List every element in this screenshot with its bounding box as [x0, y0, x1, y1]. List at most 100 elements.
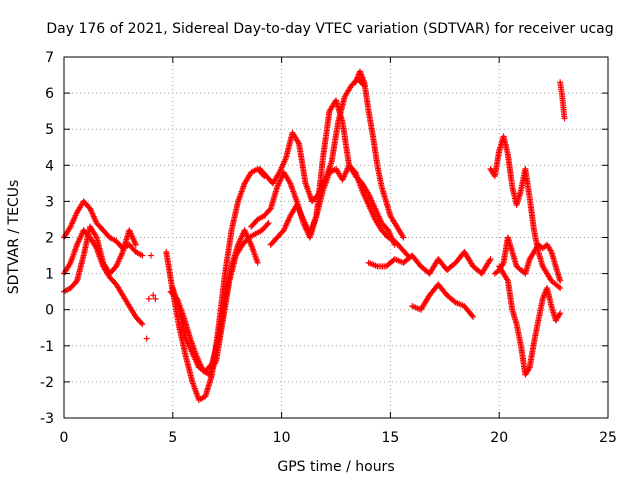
- y-tick-label: -3: [40, 411, 54, 427]
- track-marker: [250, 231, 257, 238]
- track-marker: [188, 377, 195, 384]
- track-marker: [111, 279, 118, 286]
- data-point: [148, 252, 155, 259]
- track-marker: [499, 261, 506, 268]
- y-tick-label: 2: [45, 231, 54, 247]
- track-marker: [137, 251, 144, 258]
- track-marker: [182, 333, 189, 340]
- track-marker: [552, 261, 559, 268]
- track-marker: [138, 319, 145, 326]
- track-marker: [416, 305, 423, 312]
- x-axis-label: GPS time / hours: [277, 459, 394, 475]
- track-marker: [264, 221, 271, 228]
- track-marker: [504, 276, 511, 283]
- track-marker: [84, 203, 91, 210]
- data-points: [61, 68, 568, 403]
- track-marker: [341, 95, 348, 102]
- track-marker: [265, 208, 272, 215]
- track-marker: [254, 258, 261, 265]
- track-marker: [495, 149, 502, 156]
- track-marker: [509, 305, 516, 312]
- track-marker: [119, 250, 126, 257]
- track-marker: [561, 113, 568, 120]
- track-marker: [424, 268, 431, 275]
- track-marker: [282, 156, 289, 163]
- track-marker: [403, 251, 410, 258]
- x-tick-label: 25: [599, 430, 617, 446]
- track-marker: [339, 117, 346, 124]
- track-marker: [175, 305, 182, 312]
- track-marker: [286, 178, 293, 185]
- track-marker: [530, 340, 537, 347]
- track-marker: [97, 224, 104, 231]
- track-marker: [441, 289, 448, 296]
- x-tick-label: 20: [490, 430, 508, 446]
- track-marker: [450, 297, 457, 304]
- track-marker: [272, 236, 279, 243]
- track-marker: [364, 200, 371, 207]
- track-marker: [319, 189, 326, 196]
- track-marker: [261, 170, 268, 177]
- track-marker: [525, 365, 532, 372]
- track-marker: [241, 181, 248, 188]
- track-marker: [234, 243, 241, 250]
- track-marker: [358, 185, 365, 192]
- data-point: [152, 295, 159, 302]
- track-marker: [188, 348, 195, 355]
- axis-ticks: [63, 56, 609, 419]
- track-marker: [132, 240, 139, 247]
- track-marker: [556, 276, 563, 283]
- track-marker: [71, 280, 78, 287]
- track-marker: [406, 254, 413, 261]
- x-tick-label: 5: [168, 430, 177, 446]
- track-marker: [399, 232, 406, 239]
- track-marker: [125, 301, 132, 308]
- tick-labels: 0 5 10 15 20 25 -3 -2 -1 0 1 2 3 4 5 6 7: [40, 50, 617, 446]
- track-marker: [267, 177, 274, 184]
- track-marker: [295, 139, 302, 146]
- track-marker: [486, 257, 493, 264]
- track-marker: [548, 301, 555, 308]
- track-marker: [328, 160, 335, 167]
- track-marker: [382, 196, 389, 203]
- track-marker: [386, 211, 393, 218]
- track-marker: [92, 232, 99, 239]
- track-marker: [73, 243, 80, 250]
- track-marker: [104, 232, 111, 239]
- track-marker: [273, 185, 280, 192]
- track-marker: [360, 77, 367, 84]
- track-marker: [469, 312, 475, 319]
- track-marker: [441, 264, 448, 271]
- track-marker: [555, 283, 562, 290]
- track-marker: [383, 224, 390, 231]
- y-tick-label: 4: [45, 158, 54, 174]
- track-marker: [547, 247, 554, 254]
- track-marker: [278, 229, 285, 236]
- y-tick-label: -2: [40, 375, 54, 391]
- y-tick-label: 1: [45, 267, 54, 283]
- track-marker: [526, 257, 533, 264]
- track-marker: [293, 196, 300, 203]
- y-tick-label: 6: [45, 86, 54, 102]
- data-point: [143, 335, 150, 342]
- track-marker: [228, 228, 235, 235]
- track-marker: [350, 167, 357, 174]
- track-marker: [234, 200, 241, 207]
- track-marker: [263, 222, 270, 229]
- track-marker: [450, 261, 457, 268]
- track-marker: [66, 261, 73, 268]
- track-marker: [326, 109, 333, 116]
- track-marker: [504, 149, 511, 156]
- track-marker: [66, 225, 73, 232]
- track-marker: [467, 311, 474, 318]
- track-marker: [372, 262, 379, 269]
- track-marker: [137, 318, 144, 325]
- track-marker: [402, 250, 409, 257]
- track-marker: [302, 178, 309, 185]
- track-marker: [556, 311, 563, 318]
- track-marker: [539, 261, 546, 268]
- track-marker: [508, 247, 515, 254]
- track-marker: [73, 210, 80, 217]
- track-marker: [371, 204, 378, 211]
